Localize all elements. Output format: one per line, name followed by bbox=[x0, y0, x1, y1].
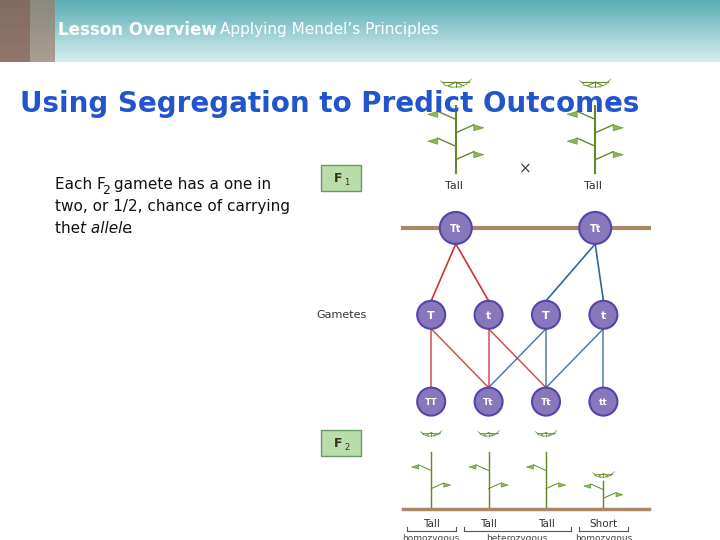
Polygon shape bbox=[613, 125, 624, 131]
Circle shape bbox=[532, 388, 560, 416]
Polygon shape bbox=[466, 79, 472, 84]
Text: .: . bbox=[127, 221, 132, 236]
Text: homozygous: homozygous bbox=[402, 534, 460, 540]
Text: two, or 1/2, chance of carrying: two, or 1/2, chance of carrying bbox=[55, 199, 290, 214]
Polygon shape bbox=[444, 483, 451, 487]
FancyBboxPatch shape bbox=[321, 165, 361, 191]
Text: Applying Mendel’s Principles: Applying Mendel’s Principles bbox=[220, 22, 438, 37]
Polygon shape bbox=[606, 79, 611, 84]
Polygon shape bbox=[613, 152, 624, 158]
Polygon shape bbox=[595, 476, 602, 477]
Polygon shape bbox=[428, 138, 438, 144]
Text: Tall: Tall bbox=[445, 181, 463, 191]
Polygon shape bbox=[616, 492, 623, 497]
Polygon shape bbox=[605, 475, 612, 477]
Polygon shape bbox=[611, 471, 615, 475]
Polygon shape bbox=[423, 434, 430, 436]
Text: the: the bbox=[55, 221, 85, 236]
Polygon shape bbox=[535, 431, 539, 435]
FancyBboxPatch shape bbox=[321, 430, 361, 456]
Polygon shape bbox=[495, 430, 500, 434]
Text: Tall: Tall bbox=[584, 181, 602, 191]
Polygon shape bbox=[490, 434, 498, 436]
Text: TT: TT bbox=[425, 398, 438, 407]
Circle shape bbox=[440, 212, 472, 244]
Polygon shape bbox=[579, 80, 585, 86]
Polygon shape bbox=[537, 434, 544, 436]
Text: Tt: Tt bbox=[541, 398, 552, 407]
Text: homozygous: homozygous bbox=[575, 534, 632, 540]
Text: Using Segregation to Predict Outcomes: Using Segregation to Predict Outcomes bbox=[20, 90, 639, 118]
Text: Tall: Tall bbox=[423, 519, 440, 529]
Circle shape bbox=[590, 301, 618, 329]
Polygon shape bbox=[474, 125, 484, 131]
Text: 2: 2 bbox=[344, 443, 350, 452]
Text: T: T bbox=[542, 311, 550, 321]
Text: heterozygous: heterozygous bbox=[487, 534, 548, 540]
Circle shape bbox=[417, 388, 445, 416]
Polygon shape bbox=[480, 434, 487, 436]
Polygon shape bbox=[474, 152, 484, 158]
Text: F: F bbox=[334, 437, 342, 450]
Polygon shape bbox=[584, 484, 591, 488]
Circle shape bbox=[474, 301, 503, 329]
Text: Tt: Tt bbox=[450, 224, 462, 234]
Text: Lesson Overview: Lesson Overview bbox=[58, 21, 217, 39]
Text: 1: 1 bbox=[344, 178, 350, 187]
Polygon shape bbox=[412, 465, 418, 469]
Text: Each F: Each F bbox=[55, 177, 106, 192]
Bar bbox=[0, 0, 30, 62]
Text: Short: Short bbox=[590, 519, 618, 529]
Text: T: T bbox=[428, 311, 435, 321]
Text: ×: × bbox=[519, 161, 532, 176]
Text: t: t bbox=[486, 311, 491, 321]
Polygon shape bbox=[567, 138, 577, 144]
Polygon shape bbox=[593, 472, 596, 476]
Text: Tall: Tall bbox=[538, 519, 554, 529]
Polygon shape bbox=[526, 465, 534, 469]
Text: F: F bbox=[334, 172, 342, 185]
Circle shape bbox=[417, 301, 445, 329]
Polygon shape bbox=[598, 84, 608, 87]
Text: t allele: t allele bbox=[80, 221, 132, 236]
Bar bbox=[0, 62, 720, 540]
Polygon shape bbox=[433, 434, 440, 436]
Circle shape bbox=[474, 388, 503, 416]
Circle shape bbox=[579, 212, 611, 244]
Polygon shape bbox=[420, 431, 424, 435]
Polygon shape bbox=[548, 434, 555, 436]
Polygon shape bbox=[438, 430, 442, 434]
Circle shape bbox=[590, 388, 618, 416]
Polygon shape bbox=[469, 465, 476, 469]
Text: Tt: Tt bbox=[483, 398, 494, 407]
Polygon shape bbox=[458, 84, 469, 87]
Polygon shape bbox=[582, 85, 593, 88]
Text: t: t bbox=[600, 311, 606, 321]
Text: Gametes: Gametes bbox=[316, 310, 366, 320]
Polygon shape bbox=[428, 111, 438, 117]
Polygon shape bbox=[443, 85, 454, 88]
Polygon shape bbox=[440, 80, 446, 86]
Polygon shape bbox=[477, 431, 482, 435]
Circle shape bbox=[532, 301, 560, 329]
Text: 2: 2 bbox=[102, 184, 110, 197]
Text: gamete has a one in: gamete has a one in bbox=[109, 177, 271, 192]
Bar bbox=[0, 0, 55, 62]
Polygon shape bbox=[553, 430, 557, 434]
Text: Tt: Tt bbox=[590, 224, 601, 234]
Polygon shape bbox=[567, 111, 577, 117]
Text: Tall: Tall bbox=[480, 519, 497, 529]
Text: tt: tt bbox=[599, 398, 608, 407]
Polygon shape bbox=[501, 483, 508, 487]
Polygon shape bbox=[559, 483, 566, 487]
